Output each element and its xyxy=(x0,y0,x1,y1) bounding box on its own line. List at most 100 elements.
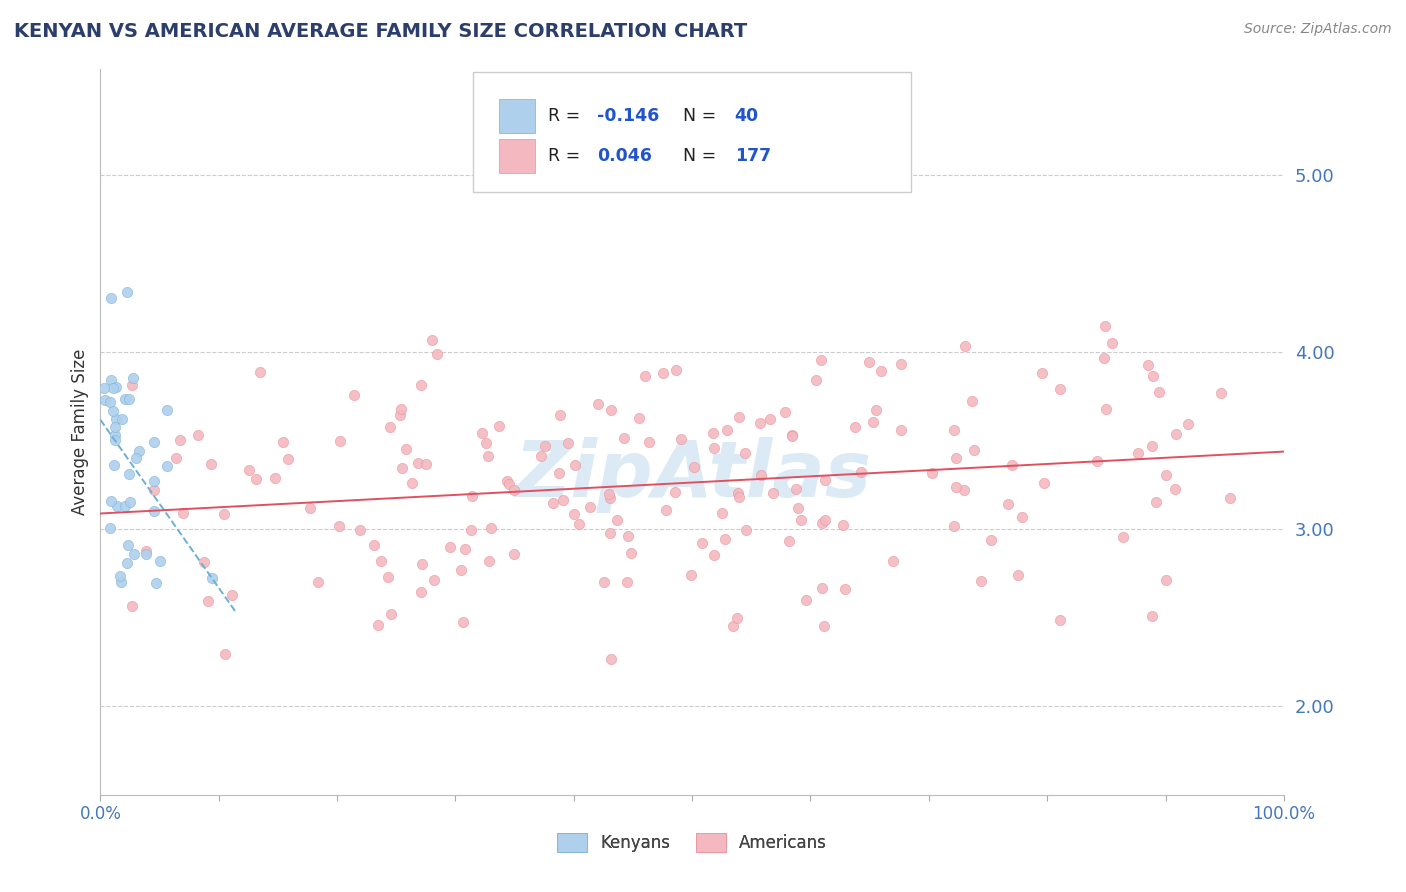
Point xyxy=(804,373,827,387)
Point xyxy=(1154,467,1177,482)
Point xyxy=(1032,475,1054,490)
Point xyxy=(616,575,638,590)
Point xyxy=(1011,509,1033,524)
Point xyxy=(679,568,702,582)
Point xyxy=(103,404,125,418)
Point xyxy=(1031,366,1053,380)
Point xyxy=(980,533,1002,548)
Point xyxy=(1112,530,1135,544)
Point xyxy=(503,483,526,498)
Point xyxy=(105,499,128,513)
Point xyxy=(367,618,389,632)
Point xyxy=(298,500,321,515)
Point xyxy=(1101,336,1123,351)
Text: -0.146: -0.146 xyxy=(598,107,659,125)
Point xyxy=(638,435,661,450)
Point xyxy=(409,378,432,392)
Point xyxy=(579,500,602,514)
Point xyxy=(716,423,738,437)
Point xyxy=(277,452,299,467)
Point xyxy=(142,504,165,518)
Point xyxy=(389,402,412,417)
Point xyxy=(122,547,145,561)
Point xyxy=(1007,568,1029,582)
Point xyxy=(665,363,688,377)
Point xyxy=(118,495,141,509)
Point xyxy=(721,618,744,632)
Point xyxy=(775,405,797,419)
Point xyxy=(844,420,866,434)
Point xyxy=(751,467,773,482)
Point xyxy=(363,538,385,552)
Point xyxy=(100,291,122,305)
Point xyxy=(543,496,565,510)
Point xyxy=(93,381,115,395)
Point xyxy=(953,339,976,353)
Point xyxy=(118,467,141,482)
Point xyxy=(488,419,510,434)
Point xyxy=(942,423,965,437)
Point xyxy=(502,547,524,561)
Point xyxy=(471,426,494,441)
Point xyxy=(794,593,817,607)
Point xyxy=(121,599,143,614)
Point xyxy=(858,355,880,369)
Point xyxy=(1209,386,1232,401)
Point xyxy=(98,521,121,535)
Point xyxy=(104,419,127,434)
Point xyxy=(329,434,352,448)
Point xyxy=(832,518,855,533)
Point xyxy=(328,519,350,533)
Point xyxy=(1137,358,1160,372)
FancyBboxPatch shape xyxy=(499,138,534,173)
Point xyxy=(94,392,117,407)
Point xyxy=(172,506,194,520)
Point xyxy=(104,427,127,442)
Point xyxy=(562,508,585,522)
Point xyxy=(728,409,751,424)
Point xyxy=(669,432,692,446)
Point xyxy=(734,523,756,537)
Point xyxy=(953,483,976,497)
Text: KENYAN VS AMERICAN AVERAGE FAMILY SIZE CORRELATION CHART: KENYAN VS AMERICAN AVERAGE FAMILY SIZE C… xyxy=(14,22,748,41)
Point xyxy=(553,493,575,508)
Point xyxy=(370,554,392,568)
Point xyxy=(620,546,643,560)
Point xyxy=(451,615,474,630)
Text: N =: N = xyxy=(672,146,721,165)
Point xyxy=(343,388,366,402)
Point xyxy=(193,555,215,569)
Point xyxy=(963,443,986,458)
Point xyxy=(156,403,179,417)
Point xyxy=(426,347,449,361)
Point xyxy=(103,458,125,473)
Point xyxy=(1164,427,1187,442)
Point xyxy=(780,427,803,442)
Point xyxy=(1049,383,1071,397)
Point xyxy=(423,574,446,588)
Point xyxy=(307,574,329,589)
Point xyxy=(411,584,433,599)
Point xyxy=(263,471,285,485)
Point xyxy=(477,450,499,464)
Point xyxy=(962,394,984,409)
Point xyxy=(143,483,166,497)
Point xyxy=(200,457,222,471)
Point xyxy=(200,571,222,585)
FancyBboxPatch shape xyxy=(474,72,911,192)
Point xyxy=(725,611,748,625)
Point xyxy=(395,442,418,457)
Point xyxy=(1140,439,1163,453)
Point xyxy=(135,544,157,558)
Point xyxy=(810,581,832,595)
Point xyxy=(943,519,966,533)
Point xyxy=(598,487,620,501)
Point xyxy=(634,368,657,383)
Point xyxy=(498,477,520,491)
Point xyxy=(890,423,912,437)
Point xyxy=(391,461,413,475)
Point xyxy=(245,472,267,486)
Legend: Kenyans, Americans: Kenyans, Americans xyxy=(557,833,827,852)
Point xyxy=(122,371,145,385)
Point xyxy=(869,364,891,378)
